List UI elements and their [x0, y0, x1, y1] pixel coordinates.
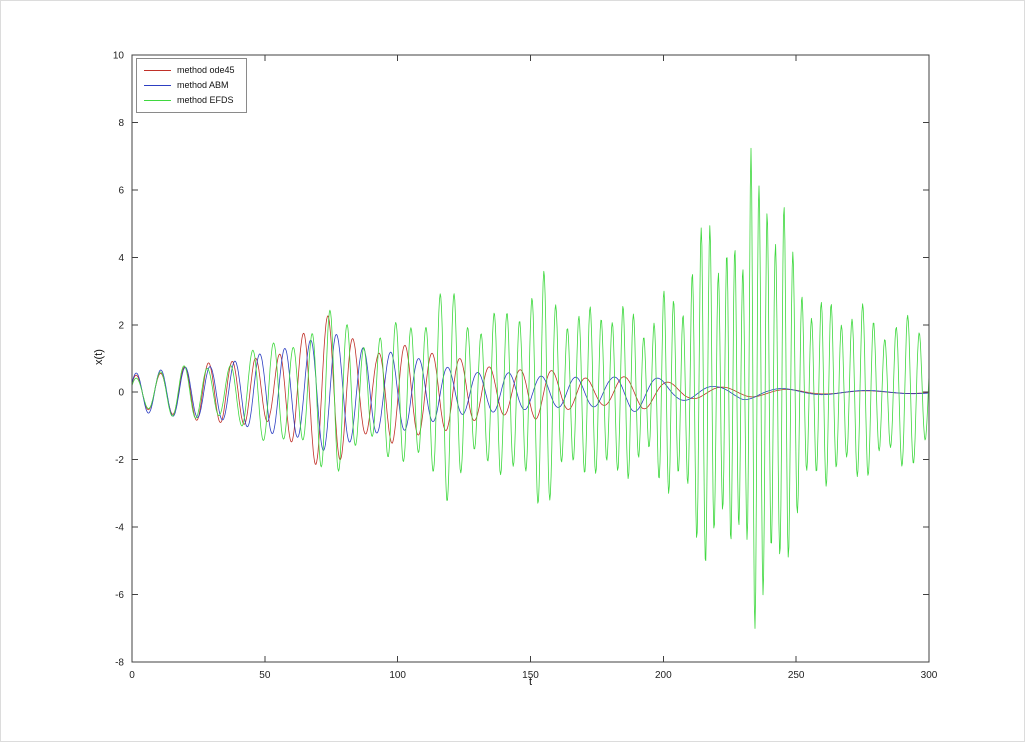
legend-item: method EFDS	[144, 94, 235, 107]
legend-item: method ode45	[144, 64, 235, 77]
x-tick-label: 200	[655, 670, 672, 681]
legend-line-sample	[144, 70, 171, 71]
x-tick-label: 150	[522, 670, 539, 681]
legend-label: method ABM	[177, 80, 229, 90]
legend-label: method EFDS	[177, 95, 234, 105]
x-tick-label: 50	[259, 670, 271, 681]
legend-item: method ABM	[144, 79, 235, 92]
legend: method ode45 method ABM method EFDS	[136, 58, 247, 113]
y-axis-label: x(t)	[93, 349, 105, 365]
y-tick-label: -4	[115, 523, 124, 534]
series-line-1	[131, 334, 930, 451]
x-tick-label: 250	[788, 670, 805, 681]
y-tick-label: -2	[115, 455, 124, 466]
y-tick-label: 4	[118, 253, 124, 264]
legend-label: method ode45	[177, 65, 235, 75]
y-tick-label: 6	[118, 185, 124, 196]
legend-line-sample	[144, 100, 171, 101]
x-axis-label: t	[528, 676, 533, 688]
y-tick-label: -6	[115, 590, 124, 601]
y-tick-label: -8	[115, 658, 124, 669]
x-tick-label: 300	[921, 670, 938, 681]
x-tick-label: 0	[129, 670, 135, 681]
y-tick-label: 8	[118, 118, 124, 129]
series-line-2	[131, 147, 930, 629]
y-tick-label: 10	[113, 51, 125, 62]
y-tick-label: 0	[118, 388, 124, 399]
y-tick-label: 2	[118, 320, 124, 331]
x-tick-label: 100	[389, 670, 406, 681]
legend-line-sample	[144, 85, 171, 86]
